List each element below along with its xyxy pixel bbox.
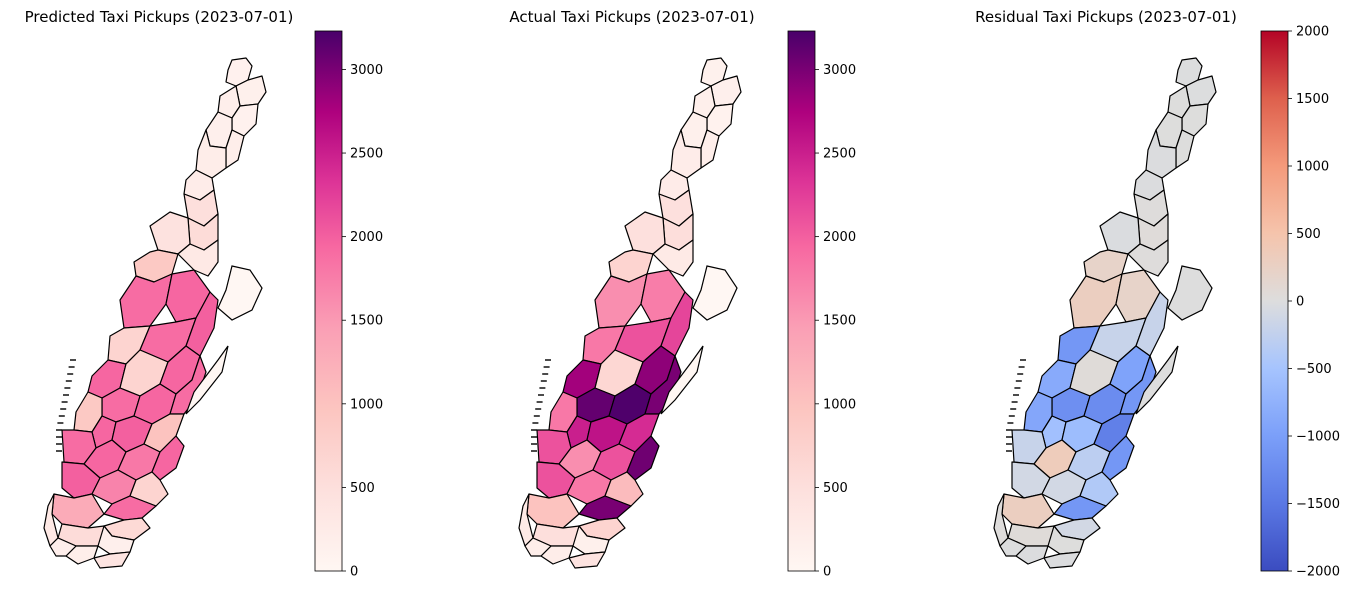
colorbar-tick-label: 2000 — [823, 230, 856, 245]
colorbar-tick-label: 0 — [823, 565, 831, 580]
island-zone — [185, 345, 229, 415]
colorbar-tick-label: 2500 — [350, 147, 383, 162]
colorbar-gradient — [787, 30, 816, 572]
island-zone — [660, 345, 704, 415]
colorbar-tick-label: 1500 — [823, 314, 856, 329]
taxi-zone — [1175, 129, 1195, 169]
taxi-zone — [93, 551, 131, 569]
panel-predicted: Predicted Taxi Pickups (2023-07-01) 0 500… — [25, 8, 383, 580]
colorbar-tick-label: 1500 — [350, 314, 383, 329]
colorbar: 0 500 1000 1500 2000 2500 3000 — [314, 30, 383, 580]
colorbar: 0 500 1000 1500 2000 2500 3000 — [787, 30, 856, 580]
taxi-zone — [624, 211, 666, 255]
colorbar-tick-label: −1500 — [1296, 497, 1340, 512]
colorbar-tick-label: 3000 — [350, 63, 383, 78]
colorbar-tick-label: 500 — [1296, 227, 1321, 242]
colorbar-tick-label: 2000 — [350, 230, 383, 245]
taxi-zone — [1001, 493, 1055, 529]
taxi-zone — [652, 239, 694, 277]
manhattan-map — [43, 57, 267, 569]
taxi-zone — [526, 493, 580, 529]
colorbar-tick-label: 1000 — [1296, 160, 1329, 175]
colorbar-tick-label: −500 — [1296, 362, 1332, 377]
colorbar: −2000 −1500 −1000 −500 0 500 1000 1500 2000 — [1260, 25, 1340, 580]
taxi-zone — [594, 273, 648, 329]
colorbar-tick-label: 3000 — [823, 63, 856, 78]
taxi-zone — [670, 129, 702, 179]
colorbar-tick-label: 0 — [350, 565, 358, 580]
colorbar-tick-label: 1500 — [1296, 92, 1329, 107]
island-zone — [1135, 345, 1179, 415]
manhattan-map — [993, 57, 1217, 569]
taxi-zone — [999, 537, 1027, 557]
colorbar-tick-label: 1000 — [823, 397, 856, 412]
taxi-zone — [51, 493, 105, 529]
colorbar-gradient — [314, 30, 343, 572]
colorbar-tick-label: 2000 — [1296, 25, 1329, 40]
panel-title: Residual Taxi Pickups (2023-07-01) — [975, 8, 1237, 26]
taxi-zone — [49, 537, 77, 557]
colorbar-tick-label: 0 — [1296, 295, 1304, 310]
panel-title: Predicted Taxi Pickups (2023-07-01) — [25, 8, 294, 26]
taxi-zone — [1099, 211, 1141, 255]
colorbar-gradient — [1260, 30, 1289, 572]
taxi-zone — [149, 211, 191, 255]
island-zone — [692, 265, 738, 321]
taxi-zone — [1069, 273, 1123, 329]
manhattan-map — [518, 57, 742, 569]
taxi-zone — [195, 129, 227, 179]
taxi-zone — [119, 273, 173, 329]
taxi-zone — [225, 129, 245, 169]
panel-title: Actual Taxi Pickups (2023-07-01) — [509, 8, 754, 26]
colorbar-tick-label: 500 — [350, 481, 375, 496]
taxi-zone — [700, 129, 720, 169]
island-zone — [217, 265, 263, 321]
taxi-zone — [524, 537, 552, 557]
colorbar-tick-label: 500 — [823, 481, 848, 496]
panel-residual: Residual Taxi Pickups (2023-07-01) −2000… — [975, 8, 1340, 580]
taxi-zone — [177, 239, 219, 277]
taxi-zone — [1145, 129, 1177, 179]
colorbar-tick-label: 1000 — [350, 397, 383, 412]
taxi-zone — [1043, 551, 1081, 569]
colorbar-tick-label: −2000 — [1296, 565, 1340, 580]
taxi-zone — [1127, 239, 1169, 277]
taxi-zone — [568, 551, 606, 569]
island-zone — [1167, 265, 1213, 321]
colorbar-tick-label: −1000 — [1296, 430, 1340, 445]
panel-actual: Actual Taxi Pickups (2023-07-01) 0 500 100… — [509, 8, 856, 580]
colorbar-tick-label: 2500 — [823, 147, 856, 162]
